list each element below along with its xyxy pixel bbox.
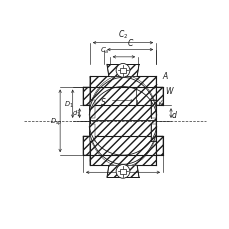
Text: $B$: $B$ (119, 166, 126, 177)
Text: $A$: $A$ (153, 69, 168, 89)
Text: $D_{sp}$: $D_{sp}$ (50, 116, 62, 127)
Text: $C$: $C$ (126, 37, 133, 48)
Polygon shape (106, 65, 138, 77)
Polygon shape (90, 77, 155, 121)
Polygon shape (150, 124, 155, 142)
Circle shape (116, 64, 129, 78)
Bar (120, 68, 125, 74)
Text: $C_a$: $C_a$ (100, 45, 109, 56)
Polygon shape (90, 101, 95, 119)
Text: $d$: $d$ (170, 108, 177, 119)
Text: $d_1$: $d_1$ (71, 109, 80, 119)
Circle shape (116, 165, 129, 178)
Polygon shape (106, 166, 138, 177)
Bar (120, 169, 125, 174)
Polygon shape (83, 87, 162, 106)
Polygon shape (90, 124, 95, 142)
Text: $W$: $W$ (159, 85, 174, 105)
Polygon shape (90, 121, 155, 166)
Polygon shape (83, 137, 162, 155)
Polygon shape (150, 101, 155, 119)
Text: $C_2$: $C_2$ (117, 29, 128, 41)
Text: $S$: $S$ (100, 95, 133, 106)
Text: $D_1$: $D_1$ (64, 99, 74, 109)
